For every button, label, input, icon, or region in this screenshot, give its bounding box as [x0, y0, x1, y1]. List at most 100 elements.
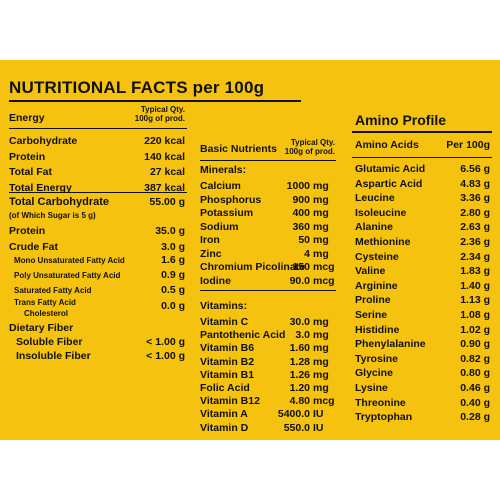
amino-row-value: 1.13 g [460, 294, 490, 307]
amino-row-value: 1.08 g [460, 309, 490, 321]
mineral-row-unit: mcg [313, 261, 335, 273]
amino-row-value: 0.46 g [460, 382, 490, 394]
amino-row-label: Lysine [355, 382, 388, 394]
amino-row-label: Serine [355, 309, 388, 321]
title-underline [9, 100, 301, 102]
mineral-row-label: Potassium [200, 207, 254, 219]
mineral-row-value: 400 [292, 207, 310, 219]
vitamin-row-label: Vitamin C [200, 316, 249, 328]
minerals-divider [200, 290, 336, 291]
label-panel [0, 60, 500, 440]
amino-row-value: 2.34 g [460, 250, 490, 263]
energy-row-label: Carbohydrate [9, 135, 78, 147]
amino-row-label: Arginine [355, 279, 398, 292]
fat-row-value: 0.5 g [161, 284, 185, 296]
amino-title: Amino Profile [355, 112, 447, 128]
amino-row-value: 2.80 g [460, 206, 490, 219]
vitamin-row-value: 3.0 [295, 329, 310, 342]
amino-row-value: 2.36 g [460, 236, 490, 248]
mineral-row-value: 90.0 [289, 274, 310, 287]
energy-row-label: Total Energy [9, 181, 72, 194]
fiber-row-label: Soluble Fiber [16, 336, 83, 348]
protein-label: Protein [9, 225, 46, 237]
vitamin-row-label: Vitamin B6 [200, 342, 255, 355]
basic-header-qty: Typical Qty. [290, 138, 335, 147]
cholesterol-label: Cholesterol [24, 309, 69, 318]
vitamin-row-value: 4.80 [289, 395, 310, 408]
mineral-row-label: Iron [200, 234, 220, 246]
vitamin-row-value: 1.20 [289, 382, 310, 394]
energy-row-value: 140 kcal [144, 150, 185, 163]
amino-row-label: Leucine [355, 192, 395, 205]
vitamin-row-unit: mg [313, 382, 329, 394]
amino-row-label: Threonine [355, 396, 406, 409]
sugar-note: (of Which Sugar is 5 g) [9, 211, 96, 220]
vitamin-row-label: Vitamin B12 [200, 395, 260, 408]
amino-row-label: Proline [355, 294, 391, 307]
vitamin-row-label: Vitamin A [200, 408, 248, 421]
amino-row-label: Tyrosine [355, 352, 398, 365]
amino-row-value: 0.80 g [460, 367, 490, 380]
fat-row-value: 1.6 g [161, 254, 185, 266]
amino-row-label: Glycine [355, 367, 393, 380]
carb-label: Total Carbohydrate [9, 196, 110, 208]
amino-row-label: Phenylalanine [355, 338, 426, 351]
energy-row-value: 27 kcal [149, 166, 185, 178]
vitamin-row-label: Vitamin B2 [200, 355, 255, 368]
mineral-row-label: Zinc [200, 247, 222, 260]
minerals-label: Minerals: [200, 164, 247, 176]
mineral-row-value: 4 [304, 247, 310, 260]
energy-row-value: 220 kcal [144, 135, 185, 147]
energy-divider [9, 192, 187, 193]
mineral-row-label: Chromium Picolinate [200, 261, 306, 273]
protein-value: 35.0 g [155, 225, 185, 237]
amino-row-label: Aspartic Acid [355, 177, 423, 190]
vitamin-row-value: 1.60 [289, 342, 310, 355]
amino-row-value: 1.83 g [460, 265, 490, 278]
mineral-row-unit: mg [313, 207, 329, 219]
vitamin-row-unit: mg [313, 329, 329, 342]
mineral-row-unit: mg [313, 234, 329, 246]
energy-header-label: Energy [9, 112, 45, 124]
vitamin-row-value: 550.0 [283, 421, 310, 434]
fat-label: Crude Fat [9, 241, 59, 253]
fat-row-label: Mono Unsaturated Fatty Acid [14, 256, 125, 265]
amino-row-value: 3.36 g [460, 192, 490, 205]
mineral-row-unit: mg [313, 220, 329, 233]
amino-title-rule [352, 131, 492, 133]
trans-value: 0.0 g [161, 300, 185, 312]
vitamin-row-label: Pantothenic Acid [200, 329, 286, 342]
fat-value: 3.0 g [161, 241, 185, 253]
amino-row-value: 6.56 g [460, 163, 490, 175]
vitamins-label: Vitamins: [200, 300, 248, 312]
vitamin-row-unit: mg [313, 316, 329, 328]
vitamin-row-unit: IU [313, 408, 324, 421]
amino-row-value: 1.02 g [460, 323, 490, 336]
energy-header-qty: Typical Qty. [140, 105, 185, 114]
amino-row-label: Methionine [355, 236, 411, 248]
basic-header-label: Basic Nutrients [200, 143, 278, 155]
vitamin-row-unit: mg [313, 342, 329, 355]
vitamin-row-unit: IU [313, 421, 324, 434]
mineral-row-label: Calcium [200, 180, 241, 192]
fat-row-value: 0.9 g [161, 269, 185, 281]
amino-row-value: 4.83 g [460, 177, 490, 190]
amino-row-label: Valine [355, 265, 386, 278]
energy-row-label: Total Fat [9, 166, 52, 178]
energy-row-label: Protein [9, 150, 46, 163]
fat-row-label: Saturated Fatty Acid [14, 286, 92, 295]
energy-header-qty2: 100g of prod. [134, 114, 185, 123]
fiber-label: Dietary Fiber [9, 322, 74, 334]
mineral-row-unit: mg [313, 193, 329, 206]
mineral-row-label: Phosphorus [200, 193, 262, 206]
mineral-row-value: 1000 [286, 180, 310, 192]
energy-row-value: 387 kcal [144, 181, 185, 194]
amino-row-value: 2.63 g [460, 221, 490, 234]
mineral-row-label: Sodium [200, 220, 239, 233]
vitamin-row-label: Vitamin D [200, 421, 249, 434]
amino-row-value: 1.40 g [460, 279, 490, 292]
mineral-row-label: Iodine [200, 274, 231, 287]
amino-header-rule [352, 157, 492, 158]
mineral-row-value: 150 [292, 261, 310, 273]
vitamin-row-value: 30.0 [289, 316, 310, 328]
